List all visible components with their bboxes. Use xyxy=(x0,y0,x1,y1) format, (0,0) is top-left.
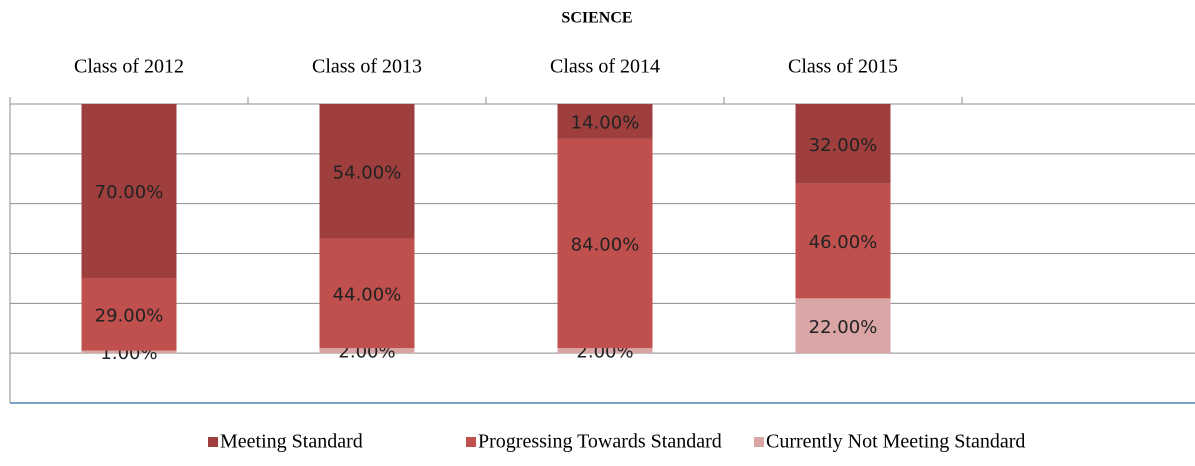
bar-segment xyxy=(81,278,177,351)
bar-segment xyxy=(319,238,415,349)
legend-swatch xyxy=(208,437,218,447)
x-tick-label: Class of 2015 xyxy=(788,56,898,78)
bar-segment xyxy=(795,183,891,299)
data-label: 29.00% xyxy=(95,306,164,327)
data-label: 84.00% xyxy=(571,235,640,256)
legend-label: Meeting Standard xyxy=(220,431,363,453)
legend-swatch xyxy=(754,437,764,447)
data-label: 32.00% xyxy=(809,135,878,156)
x-tick-label: Class of 2014 xyxy=(550,56,660,78)
bar-segment xyxy=(795,104,891,184)
bar-segment xyxy=(81,350,177,354)
bar-segment xyxy=(557,104,653,139)
data-label: 22.00% xyxy=(809,317,878,338)
data-label: 46.00% xyxy=(809,232,878,253)
legend-label: Currently Not Meeting Standard xyxy=(766,431,1025,453)
bar-segment xyxy=(319,104,415,239)
data-label: 54.00% xyxy=(333,162,402,183)
bar-segment xyxy=(557,138,653,349)
x-tick-label: Class of 2012 xyxy=(74,56,184,78)
bar-segment xyxy=(795,298,891,354)
chart-title: SCIENCE xyxy=(561,10,632,27)
legend-label: Progressing Towards Standard xyxy=(478,431,722,453)
data-label: 14.00% xyxy=(571,112,640,133)
bar-segment xyxy=(81,104,177,279)
bar-segment xyxy=(557,348,653,354)
x-tick-label: Class of 2013 xyxy=(312,56,422,78)
bar-segment xyxy=(319,348,415,354)
data-label: 44.00% xyxy=(333,284,402,305)
data-label: 70.00% xyxy=(95,182,164,203)
legend-swatch xyxy=(466,437,476,447)
